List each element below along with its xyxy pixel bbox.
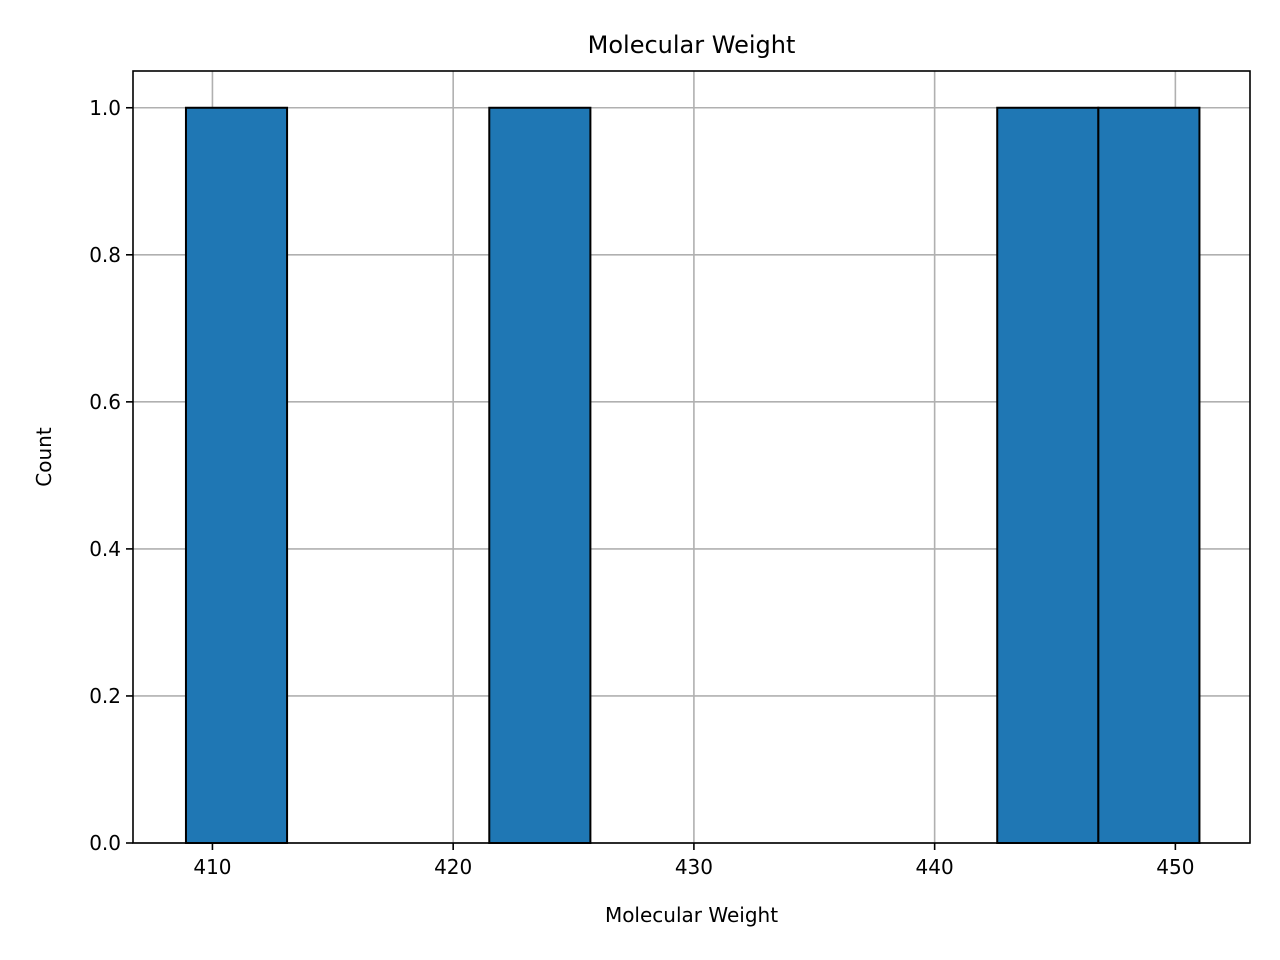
axis-ticks: 410 420 430 440 450 0.0 0.2 0.4 0.6 0.8 1.0 bbox=[89, 96, 1194, 879]
x-tick-label: 450 bbox=[1156, 855, 1194, 879]
y-axis-title: Count bbox=[32, 427, 56, 487]
x-tick-label: 430 bbox=[675, 855, 713, 879]
x-axis-title: Molecular Weight bbox=[605, 903, 778, 927]
chart-title: Molecular Weight bbox=[588, 31, 796, 59]
histogram-bar bbox=[1097, 106, 1201, 844]
x-tick-label: 420 bbox=[434, 855, 472, 879]
x-tick-label: 410 bbox=[193, 855, 231, 879]
y-tick-label: 0.0 bbox=[89, 831, 121, 855]
y-tick-label: 0.8 bbox=[89, 243, 121, 267]
y-tick-label: 0.6 bbox=[89, 390, 121, 414]
y-tick-label: 1.0 bbox=[89, 96, 121, 120]
histogram-bar bbox=[488, 106, 592, 844]
y-tick-label: 0.2 bbox=[89, 684, 121, 708]
y-tick-label: 0.4 bbox=[89, 537, 121, 561]
x-tick-label: 440 bbox=[916, 855, 954, 879]
histogram-bar bbox=[184, 106, 289, 844]
bars bbox=[184, 106, 1201, 844]
plot-area-frame bbox=[132, 70, 1251, 844]
histogram-bar bbox=[996, 106, 1100, 844]
